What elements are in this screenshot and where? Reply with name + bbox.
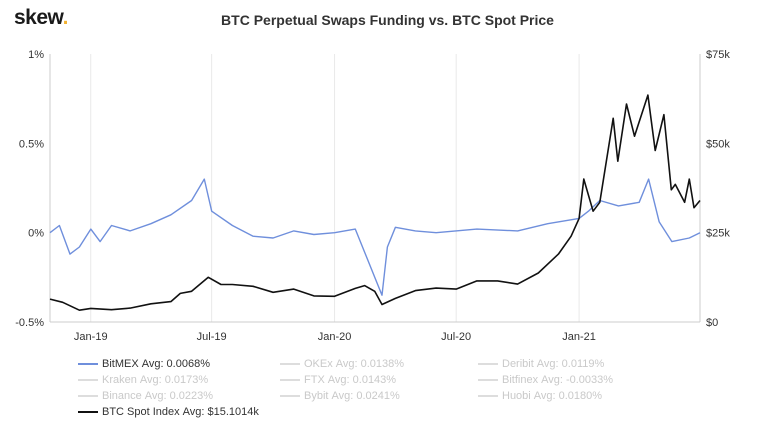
legend-item-huobi[interactable]: Huobi Avg: 0.0180% <box>478 390 602 402</box>
y-left-tick-label: 0% <box>28 228 44 240</box>
x-tick-label: Jul-20 <box>441 331 471 343</box>
legend-series-name: FTX <box>304 374 325 386</box>
legend-series-name: Bitfinex <box>502 374 539 386</box>
chart-title: BTC Perpetual Swaps Funding vs. BTC Spot… <box>221 12 554 28</box>
y-right-tick-label: $75k <box>706 49 730 61</box>
legend-swatch <box>478 363 498 365</box>
legend-series-name: BTC Spot Index <box>102 406 180 418</box>
legend-series-name: BitMEX <box>102 358 139 370</box>
legend-item-bybit[interactable]: Bybit Avg: 0.0241% <box>280 390 400 402</box>
y-right-tick-label: $25k <box>706 228 730 240</box>
legend-swatch <box>78 363 98 365</box>
legend-series-name: OKEx <box>304 358 333 370</box>
brand-dot: . <box>62 6 69 29</box>
legend-item-ftx[interactable]: FTX Avg: 0.0143% <box>280 374 396 386</box>
legend-swatch <box>478 395 498 397</box>
legend-series-stat: Avg: 0.0119% <box>536 358 605 370</box>
legend-item-bitmex[interactable]: BitMEX Avg: 0.0068% <box>78 358 210 370</box>
legend-series-stat: Avg: $15.1014k <box>182 406 259 418</box>
series-lines <box>49 94 701 311</box>
grid-lines <box>90 54 580 322</box>
x-tick-label: Jan-20 <box>318 331 352 343</box>
legend-series-stat: Avg: 0.0241% <box>331 390 400 402</box>
series-line-btc-spot-index[interactable] <box>49 94 701 311</box>
y-left-tick-label: -0.5% <box>15 317 44 329</box>
x-tick-label: Jul-19 <box>197 331 227 343</box>
legend-swatch <box>78 379 98 381</box>
legend-series-stat: Avg: 0.0143% <box>327 374 397 386</box>
legend-series-stat: Avg: 0.0223% <box>144 390 214 402</box>
y-left-tick-label: 0.5% <box>19 138 44 150</box>
legend-series-stat: Avg: 0.0173% <box>139 374 209 386</box>
legend-series-stat: Avg: -0.0033% <box>541 374 614 386</box>
legend-item-btc-spot-index[interactable]: BTC Spot Index Avg: $15.1014k <box>78 406 259 418</box>
brand-logo: skew. <box>14 6 68 30</box>
legend-swatch <box>280 363 300 365</box>
legend-item-deribit[interactable]: Deribit Avg: 0.0119% <box>478 358 604 370</box>
legend-swatch <box>78 395 98 397</box>
legend-series-name: Binance <box>102 390 142 402</box>
tick-labels: Jan-19 Jul-19 Jan-20 Jul-20 Jan-21 1% 0.5% 0% -0… <box>15 49 730 343</box>
legend-series-stat: Avg: 0.0180% <box>533 390 603 402</box>
y-right-tick-label: $0 <box>706 317 718 329</box>
legend-series-stat: Avg: 0.0068% <box>141 358 210 370</box>
legend-item-binance[interactable]: Binance Avg: 0.0223% <box>78 390 213 402</box>
legend-swatch <box>478 379 498 381</box>
legend-item-bitfinex[interactable]: Bitfinex Avg: -0.0033% <box>478 374 613 386</box>
legend-series-name: Huobi <box>502 390 531 402</box>
legend-series-name: Bybit <box>304 390 329 402</box>
legend-swatch <box>280 379 300 381</box>
legend-series-name: Kraken <box>102 374 137 386</box>
legend-series-stat: Avg: 0.0138% <box>335 358 405 370</box>
legend-series-name: Deribit <box>502 358 534 370</box>
x-tick-label: Jan-19 <box>74 331 108 343</box>
y-left-tick-label: 1% <box>28 49 44 61</box>
y-right-tick-label: $50k <box>706 138 730 150</box>
axes <box>49 54 701 323</box>
series-line-bitmex[interactable] <box>49 178 701 296</box>
legend-swatch <box>78 411 98 413</box>
legend-swatch <box>280 395 300 397</box>
brand-name: skew <box>14 6 63 29</box>
legend-item-okex[interactable]: OKEx Avg: 0.0138% <box>280 358 404 370</box>
legend-item-kraken[interactable]: Kraken Avg: 0.0173% <box>78 374 208 386</box>
x-tick-label: Jan-21 <box>562 331 596 343</box>
